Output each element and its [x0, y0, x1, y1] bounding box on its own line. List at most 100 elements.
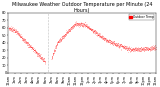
Point — [52, 52, 54, 54]
Point — [66, 32, 68, 34]
Point — [140, 47, 142, 48]
Point — [9, 28, 12, 29]
Point — [99, 32, 102, 34]
Point — [86, 26, 89, 27]
Point — [91, 30, 93, 31]
Point — [149, 49, 152, 50]
Point — [21, 39, 24, 40]
Point — [70, 28, 73, 30]
Point — [41, 58, 43, 59]
Point — [62, 36, 65, 38]
Point — [44, 61, 46, 62]
Point — [63, 37, 65, 38]
Point — [54, 47, 57, 48]
Point — [32, 50, 35, 51]
Point — [116, 44, 118, 45]
Point — [92, 30, 94, 32]
Point — [123, 48, 126, 49]
Point — [42, 59, 44, 60]
Point — [133, 49, 135, 50]
Point — [134, 47, 137, 49]
Point — [77, 26, 80, 28]
Point — [40, 56, 42, 58]
Point — [124, 47, 127, 48]
Point — [134, 48, 137, 50]
Point — [51, 56, 53, 58]
Point — [91, 30, 94, 31]
Point — [31, 48, 33, 49]
Point — [42, 60, 45, 62]
Point — [20, 35, 22, 37]
Point — [101, 37, 103, 38]
Point — [76, 25, 78, 26]
Point — [136, 48, 139, 49]
Point — [53, 50, 56, 52]
Point — [84, 23, 87, 24]
Point — [95, 32, 97, 34]
Point — [55, 47, 57, 48]
Point — [94, 29, 97, 31]
Point — [55, 45, 57, 46]
Point — [131, 48, 134, 49]
Point — [147, 48, 150, 49]
Point — [60, 38, 62, 39]
Point — [130, 50, 133, 51]
Point — [54, 49, 56, 50]
Point — [131, 49, 134, 50]
Point — [153, 46, 156, 47]
Point — [142, 50, 145, 51]
Point — [90, 28, 92, 30]
Point — [17, 33, 19, 35]
Point — [149, 48, 151, 49]
Point — [132, 50, 135, 52]
Point — [77, 22, 79, 24]
Point — [95, 30, 98, 31]
Point — [113, 40, 116, 41]
Point — [96, 32, 99, 34]
Point — [104, 37, 106, 39]
Point — [34, 50, 36, 51]
Point — [96, 34, 99, 35]
Point — [98, 36, 100, 37]
Point — [151, 46, 154, 47]
Point — [109, 39, 111, 41]
Point — [145, 47, 147, 49]
Point — [126, 47, 129, 49]
Point — [31, 46, 33, 48]
Point — [105, 40, 108, 42]
Point — [125, 46, 128, 47]
Point — [23, 41, 25, 42]
Point — [66, 30, 69, 31]
Point — [96, 33, 99, 35]
Point — [89, 30, 92, 31]
Point — [111, 42, 113, 43]
Point — [128, 51, 131, 52]
Point — [129, 48, 132, 49]
Point — [35, 51, 38, 52]
Point — [12, 26, 15, 28]
Point — [133, 49, 135, 50]
Point — [12, 30, 14, 31]
Point — [112, 41, 114, 43]
Point — [17, 35, 20, 36]
Point — [117, 44, 120, 46]
Point — [101, 37, 104, 38]
Point — [39, 56, 42, 57]
Point — [38, 53, 40, 54]
Point — [7, 28, 10, 29]
Point — [143, 46, 146, 48]
Point — [20, 36, 23, 37]
Point — [127, 51, 130, 53]
Point — [34, 49, 36, 50]
Point — [87, 28, 90, 29]
Point — [40, 58, 43, 60]
Point — [153, 49, 156, 51]
Point — [107, 42, 109, 43]
Point — [65, 32, 68, 33]
Point — [97, 32, 100, 33]
Point — [42, 58, 44, 59]
Point — [37, 53, 40, 54]
Point — [71, 27, 73, 28]
Point — [152, 48, 155, 49]
Point — [128, 50, 130, 51]
